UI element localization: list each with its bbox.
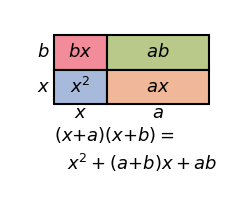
Bar (54, 70, 107, 104)
Text: $x$: $x$ (74, 104, 87, 122)
Text: $a$: $a$ (152, 104, 164, 122)
Text: $b$: $b$ (37, 43, 50, 61)
Text: $x$: $x$ (37, 78, 50, 96)
Bar (54, 35, 107, 70)
Text: $bx$: $bx$ (68, 43, 93, 61)
Bar (107, 35, 209, 70)
Text: $x^2$: $x^2$ (70, 77, 91, 97)
Text: $ax$: $ax$ (146, 78, 170, 96)
Bar (107, 70, 209, 104)
Text: $ab$: $ab$ (146, 43, 170, 61)
Text: $x^2 + (a{+}b)x + ab$: $x^2 + (a{+}b)x + ab$ (67, 152, 217, 174)
Text: $(x{+}a)(x{+}b) =$: $(x{+}a)(x{+}b) =$ (54, 125, 174, 145)
